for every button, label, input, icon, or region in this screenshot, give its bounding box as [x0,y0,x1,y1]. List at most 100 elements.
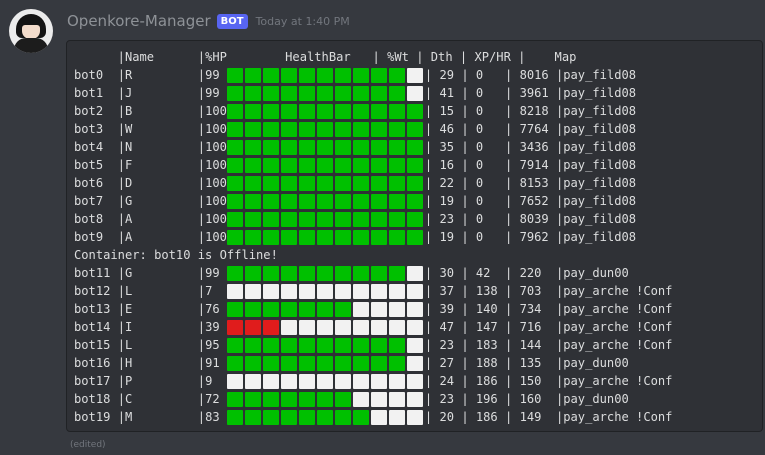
health-cell-empty [406,301,423,317]
health-cell-filled [406,121,423,137]
health-cell-filled [388,355,405,371]
health-cell-filled [370,337,387,353]
table-header-sep: | [416,50,431,64]
xp-per-hour: 149 [519,410,556,424]
xp-per-hour: 716 [519,320,556,334]
health-cell-filled [298,121,315,137]
health-cell-filled [298,139,315,155]
map-name: pay_arche !Conf [563,338,673,352]
health-cell-filled [226,139,243,155]
col-sep: | [197,392,206,406]
health-cell-filled [280,301,297,317]
col-sep: | [461,104,476,118]
health-cell-filled [262,157,279,173]
health-cell-empty [316,319,333,335]
health-cell-filled [244,193,261,209]
col-sep: | [555,392,564,406]
hp-percent: 99 [205,86,227,100]
col-sep: | [555,410,564,424]
health-cell-filled [352,121,369,137]
xp-per-hour: 8016 [519,68,556,82]
health-cell-filled [262,193,279,209]
xp-per-hour: 3961 [519,86,556,100]
col-sep: | [461,68,476,82]
health-cell-filled [262,355,279,371]
timestamp[interactable]: Today at 1:40 PM [255,14,350,28]
col-sep: | [197,410,206,424]
avatar-body [14,38,48,53]
health-bar [226,228,423,246]
col-sep: | [555,230,564,244]
health-cell-filled [280,67,297,83]
col-sep: | [424,392,440,406]
map-name: pay_arche !Conf [563,410,673,424]
health-cell-filled [370,193,387,209]
health-cell-filled [352,67,369,83]
hp-percent: 100 [205,122,227,136]
col-sep: | [117,266,125,280]
col-sep: | [555,140,564,154]
hp-percent: 100 [205,158,227,172]
health-cell-filled [316,229,333,245]
col-sep: | [117,86,125,100]
health-cell-filled [388,211,405,227]
health-cell-filled [334,409,351,425]
col-sep: | [555,266,564,280]
health-cell-filled [244,229,261,245]
health-cell-empty [388,301,405,317]
col-sep: | [461,374,476,388]
map-name: pay_fild08 [563,230,637,244]
health-cell-filled [334,391,351,407]
bot-name: C [124,392,198,406]
health-cell-filled [226,121,243,137]
health-cell-filled [244,175,261,191]
health-cell-filled [280,139,297,155]
health-cell-filled [352,193,369,209]
bot-name: W [124,122,198,136]
col-sep: | [117,68,125,82]
health-cell-filled [262,85,279,101]
col-sep: | [117,338,125,352]
col-sep: | [424,86,440,100]
col-sep: | [505,86,520,100]
col-sep: | [555,158,564,172]
death-count: 186 [475,374,505,388]
header-healthbar: HealthBar [234,50,373,64]
col-sep: | [555,356,564,370]
health-cell-empty [280,283,297,299]
health-cell-filled [298,265,315,281]
col-sep: | [505,266,520,280]
death-count: 0 [475,176,505,190]
health-bar [226,318,423,336]
health-cell-empty [406,283,423,299]
health-cell-filled [370,355,387,371]
xp-per-hour: 3436 [519,140,556,154]
health-cell-filled [280,391,297,407]
col-sep: | [424,320,440,334]
map-name: pay_fild08 [563,158,637,172]
health-cell-filled [244,85,261,101]
username[interactable]: Openkore-Manager [67,12,211,30]
col-sep: | [117,374,125,388]
health-cell-filled [316,265,333,281]
health-cell-filled [316,67,333,83]
health-cell-empty [406,391,423,407]
health-cell-filled [298,211,315,227]
hp-percent: 100 [205,140,227,154]
health-cell-filled [334,211,351,227]
bot-id: bot11 [74,266,118,280]
health-cell-filled [352,103,369,119]
col-sep: | [424,356,440,370]
hp-percent: 99 [205,266,227,280]
bot-name: I [124,320,198,334]
col-sep: | [424,212,440,226]
weight-percent: 24 [439,374,462,388]
hp-percent: 9 [205,374,227,388]
health-cell-filled [244,409,261,425]
xp-per-hour: 150 [519,374,556,388]
col-sep: | [117,212,125,226]
health-cell-filled [352,409,369,425]
weight-percent: 15 [439,104,462,118]
avatar[interactable] [9,9,53,53]
health-cell-filled [316,409,333,425]
